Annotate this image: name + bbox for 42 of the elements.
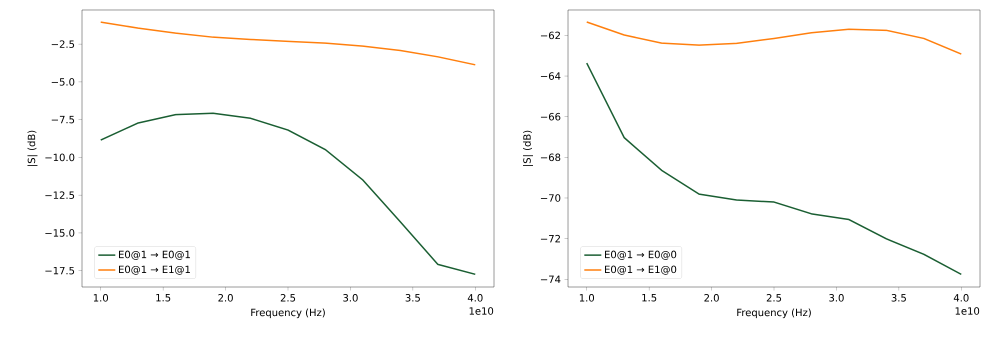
x-tick-label: 2.5 xyxy=(766,294,782,302)
y-tick-label: −66 xyxy=(540,112,560,120)
y-tick-label: −72 xyxy=(540,234,560,242)
x-tick-label: 4.0 xyxy=(468,294,483,302)
x-tick-label: 4.0 xyxy=(954,294,969,302)
y-tick-label: −70 xyxy=(540,194,560,202)
x-tick-label: 1.0 xyxy=(580,294,594,302)
y-tick-label: −5.0 xyxy=(52,78,74,86)
x-tick-label: 2.5 xyxy=(280,294,296,302)
y-tick-label: −7.5 xyxy=(52,116,74,124)
x-tick-label: 3.5 xyxy=(406,294,420,302)
line-series xyxy=(100,112,476,276)
y-axis-title: |S| (dB) xyxy=(27,130,38,166)
x-tick-label: 3.0 xyxy=(829,294,844,302)
line-series xyxy=(586,21,962,55)
legend-label: E0@1 → E0@1 xyxy=(119,250,190,260)
text: 1e10 xyxy=(470,307,494,315)
x-axis-title: Frequency (Hz) xyxy=(737,308,811,318)
line-series xyxy=(100,21,476,66)
line-series xyxy=(586,62,962,276)
x-tick-label: 1.5 xyxy=(642,294,656,302)
legend-label: E0@1 → E1@1 xyxy=(119,266,190,275)
x-axis-title: Frequency (Hz) xyxy=(251,308,325,318)
legend-label: E0@1 → E1@0 xyxy=(605,266,676,275)
y-tick-label: −10.0 xyxy=(45,154,74,162)
legend-label: E0@1 → E0@0 xyxy=(605,250,676,260)
x-tick-label: 3.0 xyxy=(343,294,358,302)
y-tick-label: −17.5 xyxy=(45,266,74,274)
y-tick-label: −64 xyxy=(540,72,560,80)
x-tick-label: 2.0 xyxy=(218,294,233,302)
x-tick-label: 1.0 xyxy=(94,294,108,302)
text: 1e10 xyxy=(956,307,980,315)
y-tick-label: −2.5 xyxy=(52,40,74,48)
y-tick-label: −15.0 xyxy=(45,229,74,237)
y-tick-label: −12.5 xyxy=(45,191,74,199)
x-tick-label: 2.0 xyxy=(704,294,719,302)
x-tick-label: 1.5 xyxy=(156,294,170,302)
y-axis-title: |S| (dB) xyxy=(523,130,534,166)
y-tick-label: −74 xyxy=(540,276,560,283)
x-tick-label: 3.5 xyxy=(892,294,906,302)
y-tick-label: −62 xyxy=(540,32,560,40)
y-tick-label: −68 xyxy=(540,154,560,162)
